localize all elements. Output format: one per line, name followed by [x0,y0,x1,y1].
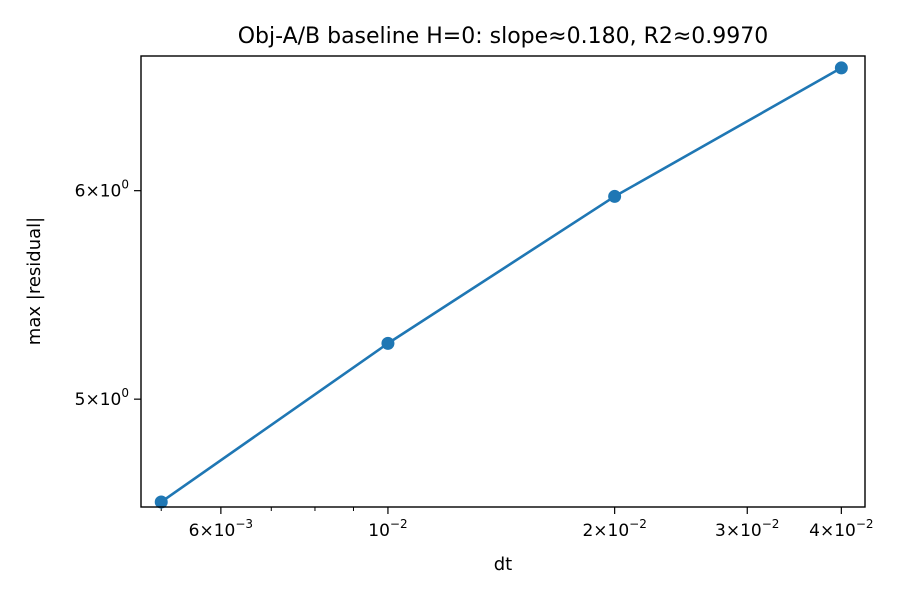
plot-frame [140,55,866,508]
y-tick-label-1: 6×100 [75,178,129,202]
data-point-0-1 [381,336,395,350]
x-tick-label-3: 3×10−2 [715,517,779,541]
x-tick-label-2: 2×10−2 [582,517,646,541]
y-tick-label-0: 5×100 [75,386,129,410]
series-line-0 [160,66,842,504]
chart-title: Obj-A/B baseline H=0: slope≈0.180, R2≈0.… [238,24,769,49]
data-point-0-0 [154,495,168,509]
y-axis-label: max |residual| [24,217,45,345]
data-point-0-3 [834,61,848,75]
plot-series [154,61,848,509]
y-axis-ticks: 5×100 6×100 [75,178,141,410]
x-axis-label: dt [494,554,512,575]
x-tick-label-4: 4×10−2 [809,517,873,541]
x-tick-label-1: 10−2 [368,517,407,541]
x-tick-label-0: 6×10−3 [189,517,253,541]
data-point-0-2 [608,189,622,203]
